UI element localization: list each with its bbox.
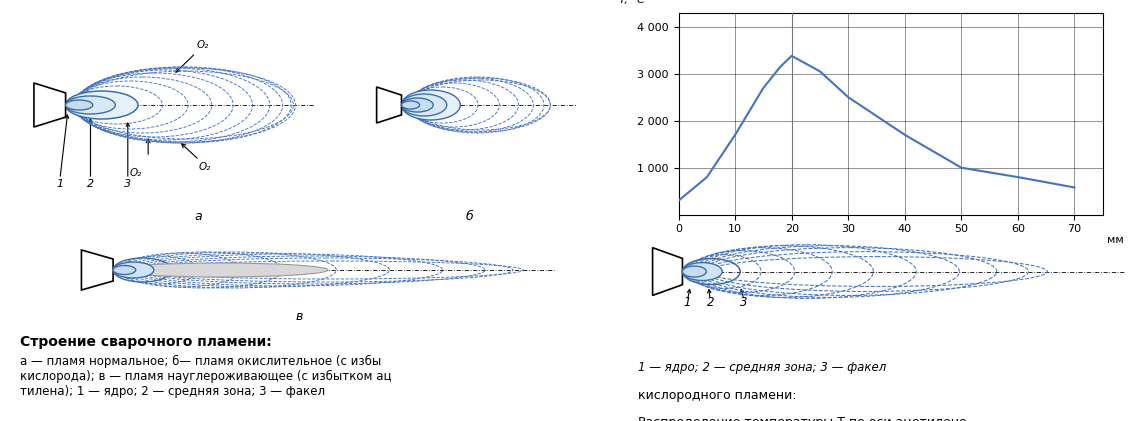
Text: T, °C: T, °C — [620, 0, 645, 5]
Text: мм: мм — [1107, 235, 1124, 245]
Ellipse shape — [682, 266, 707, 277]
Polygon shape — [653, 248, 682, 296]
Text: кислородного пламени:: кислородного пламени: — [638, 389, 796, 402]
Text: б: б — [466, 210, 473, 223]
Text: 2: 2 — [87, 179, 94, 189]
Ellipse shape — [66, 91, 138, 119]
Text: а: а — [195, 210, 201, 223]
Text: а — пламя нормальное; б— пламя окислительное (с избы: а — пламя нормальное; б— пламя окислител… — [20, 355, 381, 368]
Text: O₂: O₂ — [199, 162, 211, 172]
Ellipse shape — [402, 101, 420, 109]
Text: 3: 3 — [741, 296, 748, 309]
Text: 2: 2 — [707, 296, 714, 309]
Ellipse shape — [113, 263, 328, 277]
Ellipse shape — [66, 96, 115, 114]
Text: в: в — [296, 310, 303, 323]
Polygon shape — [34, 83, 66, 127]
Text: O₂: O₂ — [197, 40, 209, 50]
Ellipse shape — [402, 98, 433, 112]
Text: Распределение температуры Т по оси ацетилено-: Распределение температуры Т по оси ацети… — [638, 416, 970, 421]
Ellipse shape — [682, 263, 723, 280]
Ellipse shape — [113, 262, 154, 278]
Text: 1: 1 — [683, 296, 691, 309]
Text: 1: 1 — [57, 179, 63, 189]
Ellipse shape — [113, 266, 136, 274]
Text: O₂: O₂ — [130, 168, 143, 178]
Text: тилена); 1 — ядро; 2 — средняя зона; 3 — факел: тилена); 1 — ядро; 2 — средняя зона; 3 —… — [20, 385, 326, 398]
Polygon shape — [377, 87, 402, 123]
Text: Строение сварочного пламени:: Строение сварочного пламени: — [20, 335, 273, 349]
Text: 3: 3 — [124, 179, 131, 189]
Ellipse shape — [682, 266, 710, 277]
Ellipse shape — [402, 94, 447, 116]
Ellipse shape — [402, 90, 460, 120]
Polygon shape — [81, 250, 113, 290]
Text: 1 — ядро; 2 — средняя зона; 3 — факел: 1 — ядро; 2 — средняя зона; 3 — факел — [638, 361, 886, 374]
Ellipse shape — [66, 100, 93, 110]
Text: кислорода); в — пламя науглероживающее (с избытком ац: кислорода); в — пламя науглероживающее (… — [20, 370, 391, 383]
